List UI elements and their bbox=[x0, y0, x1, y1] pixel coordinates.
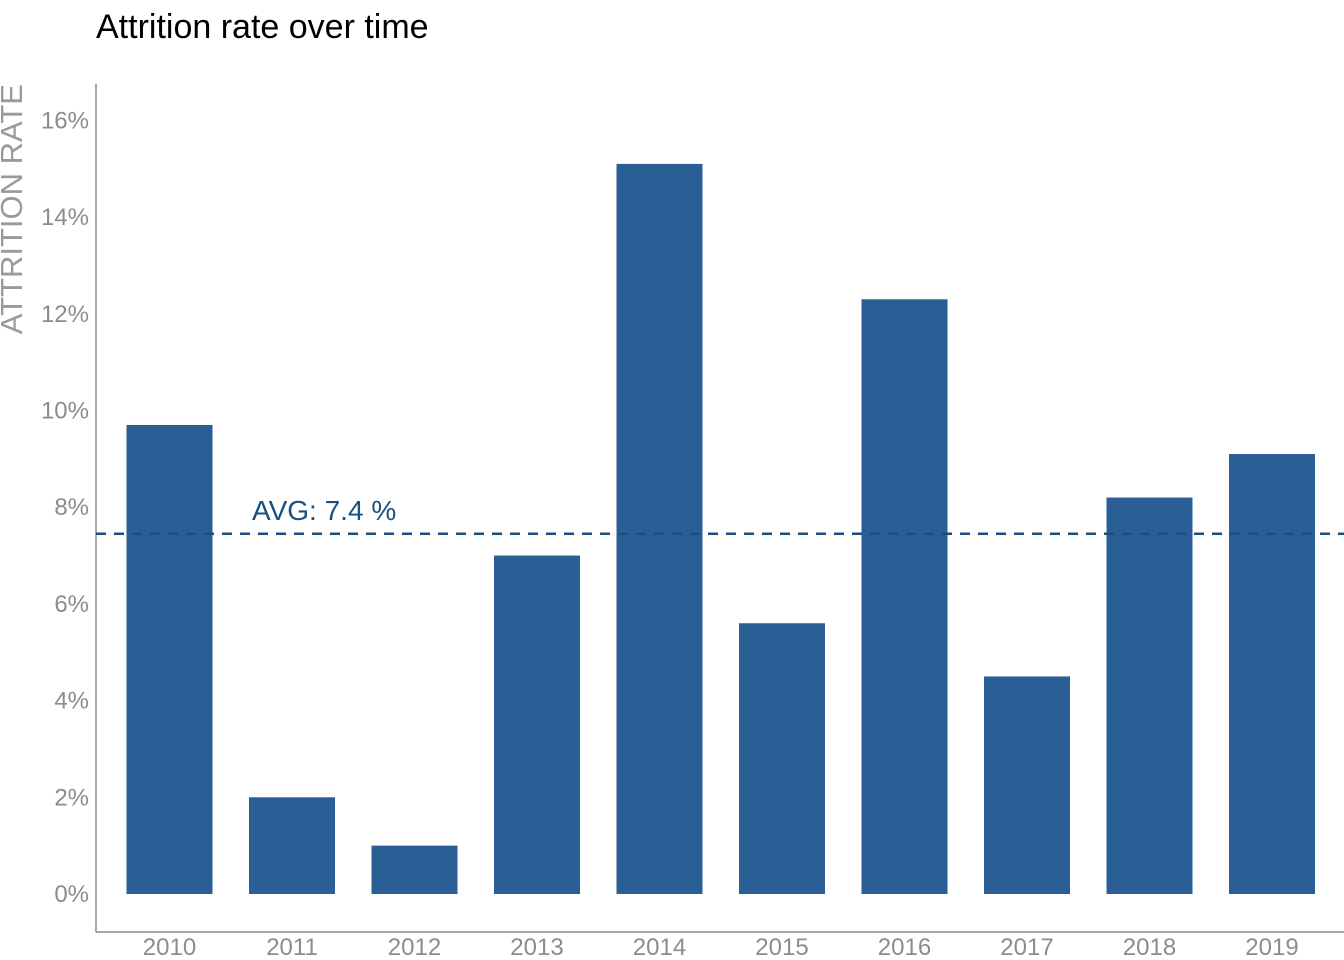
x-tick-labels: 2010 2011 2012 2013 2014 2015 2016 2017 2018 2019 bbox=[143, 934, 1299, 960]
bar-2018 bbox=[1106, 497, 1193, 894]
bar-2011 bbox=[249, 797, 335, 894]
bar-2017 bbox=[984, 676, 1070, 894]
y-tick-label: 2% bbox=[54, 784, 89, 811]
y-tick-label: 10% bbox=[41, 398, 89, 425]
bar-2015 bbox=[739, 623, 825, 894]
x-tick-label: 2013 bbox=[510, 934, 563, 960]
x-tick-label: 2011 bbox=[266, 934, 318, 960]
x-tick-label: 2019 bbox=[1245, 934, 1298, 960]
bar-2014 bbox=[616, 163, 703, 895]
bar-2016 bbox=[861, 299, 948, 894]
y-tick-label: 14% bbox=[41, 204, 89, 231]
y-tick-label: 8% bbox=[54, 494, 89, 521]
y-tick-label: 0% bbox=[54, 881, 89, 908]
bar-2013 bbox=[494, 555, 580, 894]
x-tick-label: 2016 bbox=[878, 934, 931, 960]
y-tick-label: 16% bbox=[41, 107, 89, 134]
x-tick-label: 2010 bbox=[143, 934, 196, 960]
x-tick-label: 2014 bbox=[633, 934, 686, 960]
y-tick-label: 4% bbox=[54, 688, 89, 715]
x-tick-label: 2018 bbox=[1123, 934, 1176, 960]
x-tick-label: 2015 bbox=[755, 934, 808, 960]
chart-title: Attrition rate over time bbox=[96, 8, 429, 46]
x-tick-label: 2012 bbox=[388, 934, 441, 960]
bar-2019 bbox=[1229, 454, 1315, 894]
bar-2010 bbox=[126, 425, 213, 894]
x-tick-label: 2017 bbox=[1000, 934, 1053, 960]
bars bbox=[126, 163, 1315, 895]
y-tick-labels: 0% 2% 4% 6% 8% 10% 12% 14% 16% bbox=[41, 107, 89, 908]
y-tick-label: 6% bbox=[54, 591, 89, 618]
y-axis-label: ATTRITION RATE bbox=[0, 84, 29, 334]
average-label: AVG: 7.4 % bbox=[252, 495, 396, 526]
y-tick-label: 12% bbox=[41, 301, 89, 328]
bar-2012 bbox=[371, 845, 458, 894]
